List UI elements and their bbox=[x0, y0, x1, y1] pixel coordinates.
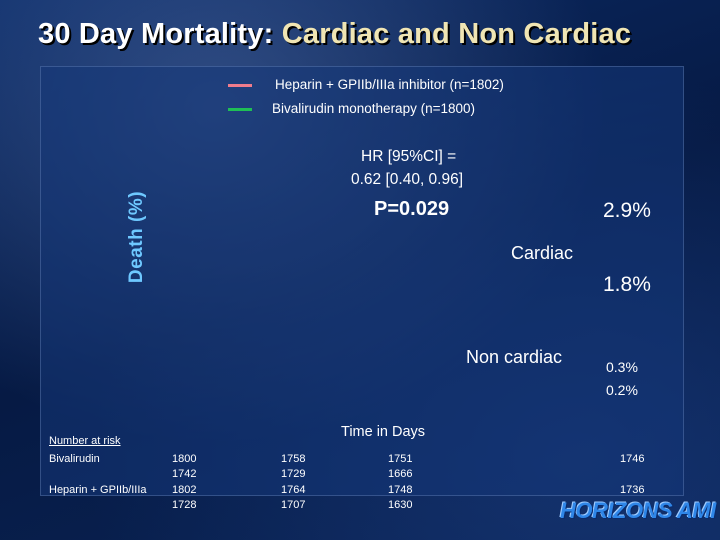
at-risk-value: 1748 bbox=[388, 484, 413, 496]
number-at-risk-title: Number at risk bbox=[49, 435, 121, 447]
title-main: 30 Day Mortality: bbox=[38, 18, 282, 50]
at-risk-label-heparin: Heparin + GPIIb/IIIa bbox=[49, 484, 147, 496]
hr-annotation-line1: HR [95%CI] = bbox=[361, 148, 457, 165]
at-risk-value: 1802 bbox=[172, 484, 197, 496]
at-risk-value: 1666 bbox=[388, 468, 413, 480]
x-axis-label: Time in Days bbox=[341, 424, 426, 440]
cardiac-bivalirudin-end-value: 1.8% bbox=[603, 273, 651, 296]
at-risk-value: 1728 bbox=[172, 499, 197, 511]
slide-title: 30 Day Mortality: Cardiac and Non Cardia… bbox=[38, 18, 631, 51]
title-accent: Cardiac and Non Cardiac bbox=[281, 18, 632, 50]
horizons-ami-logo: HORIZONS AMI bbox=[560, 498, 716, 523]
legend-label-heparin: Heparin + GPIIb/IIIa inhibitor (n=1802) bbox=[275, 77, 504, 92]
noncardiac-bivalirudin-end-value: 0.2% bbox=[606, 382, 638, 398]
at-risk-value: 1764 bbox=[281, 484, 306, 496]
at-risk-value: 1758 bbox=[281, 453, 306, 465]
p-value-annotation: P=0.029 bbox=[374, 198, 450, 220]
cardiac-label: Cardiac bbox=[511, 243, 574, 263]
cardiac-heparin-end-value: 2.9% bbox=[603, 199, 651, 222]
at-risk-value: 1746 bbox=[620, 453, 645, 465]
at-risk-value: 1751 bbox=[388, 453, 413, 465]
at-risk-value: 1742 bbox=[172, 468, 197, 480]
at-risk-value: 1729 bbox=[281, 468, 306, 480]
at-risk-value: 1707 bbox=[281, 499, 306, 511]
y-axis-label: Death (%) bbox=[126, 190, 147, 284]
at-risk-value: 1736 bbox=[620, 484, 645, 496]
legend-swatch-heparin bbox=[228, 84, 252, 87]
plot-area bbox=[40, 66, 684, 496]
at-risk-label-bivalirudin: Bivalirudin bbox=[49, 453, 100, 465]
legend-label-bivalirudin: Bivalirudin monotherapy (n=1800) bbox=[272, 101, 475, 116]
hr-annotation-line2: 0.62 [0.40, 0.96] bbox=[351, 171, 464, 188]
noncardiac-heparin-end-value: 0.3% bbox=[606, 359, 638, 375]
at-risk-value: 1630 bbox=[388, 499, 413, 511]
noncardiac-label: Non cardiac bbox=[466, 347, 563, 367]
at-risk-value: 1800 bbox=[172, 453, 197, 465]
legend-swatch-bivalirudin bbox=[228, 108, 252, 111]
